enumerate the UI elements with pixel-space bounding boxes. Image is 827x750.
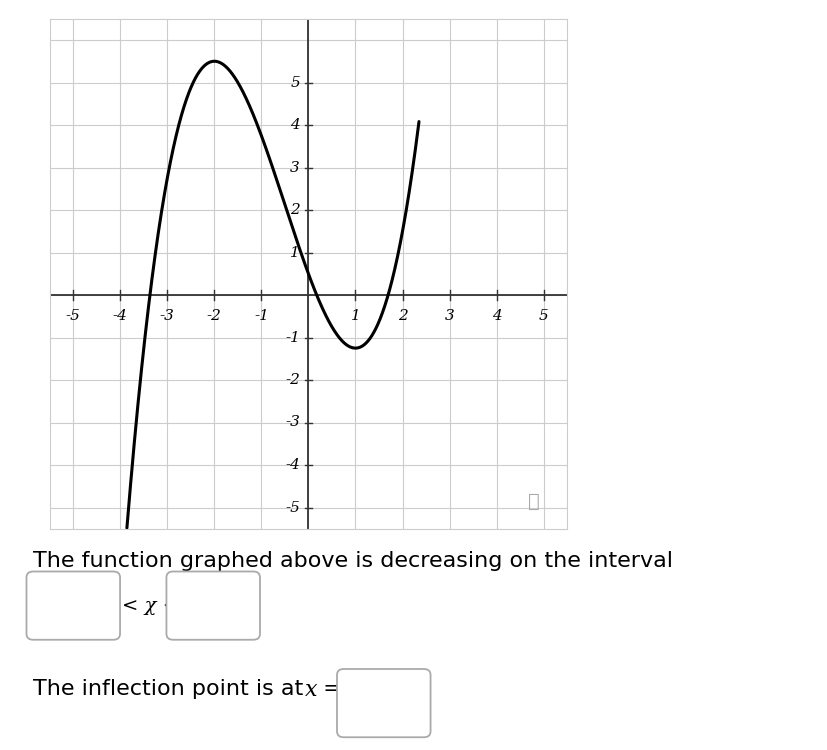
Text: 2: 2 xyxy=(397,308,407,322)
Text: 5: 5 xyxy=(538,308,547,322)
Text: The function graphed above is decreasing on the interval: The function graphed above is decreasing… xyxy=(33,551,672,572)
Text: -2: -2 xyxy=(207,308,222,322)
Text: x: x xyxy=(304,679,317,700)
Text: < χ <: < χ < xyxy=(122,597,179,615)
Text: The inflection point is at: The inflection point is at xyxy=(33,679,310,699)
Text: -1: -1 xyxy=(254,308,269,322)
Text: -2: -2 xyxy=(284,373,299,387)
Text: =: = xyxy=(316,679,342,699)
Text: 4: 4 xyxy=(491,308,501,322)
Text: -5: -5 xyxy=(65,308,80,322)
Text: 1: 1 xyxy=(289,245,299,260)
Text: -4: -4 xyxy=(112,308,127,322)
Text: 3: 3 xyxy=(444,308,454,322)
Text: 5: 5 xyxy=(289,76,299,89)
Text: -3: -3 xyxy=(160,308,174,322)
Text: 1: 1 xyxy=(350,308,360,322)
Text: 3: 3 xyxy=(289,160,299,175)
Text: ⌕: ⌕ xyxy=(528,492,539,511)
Text: 4: 4 xyxy=(289,118,299,132)
Text: -1: -1 xyxy=(284,331,299,344)
Text: -3: -3 xyxy=(284,416,299,430)
Text: 2: 2 xyxy=(289,203,299,217)
Text: -5: -5 xyxy=(284,500,299,514)
Text: -4: -4 xyxy=(284,458,299,472)
